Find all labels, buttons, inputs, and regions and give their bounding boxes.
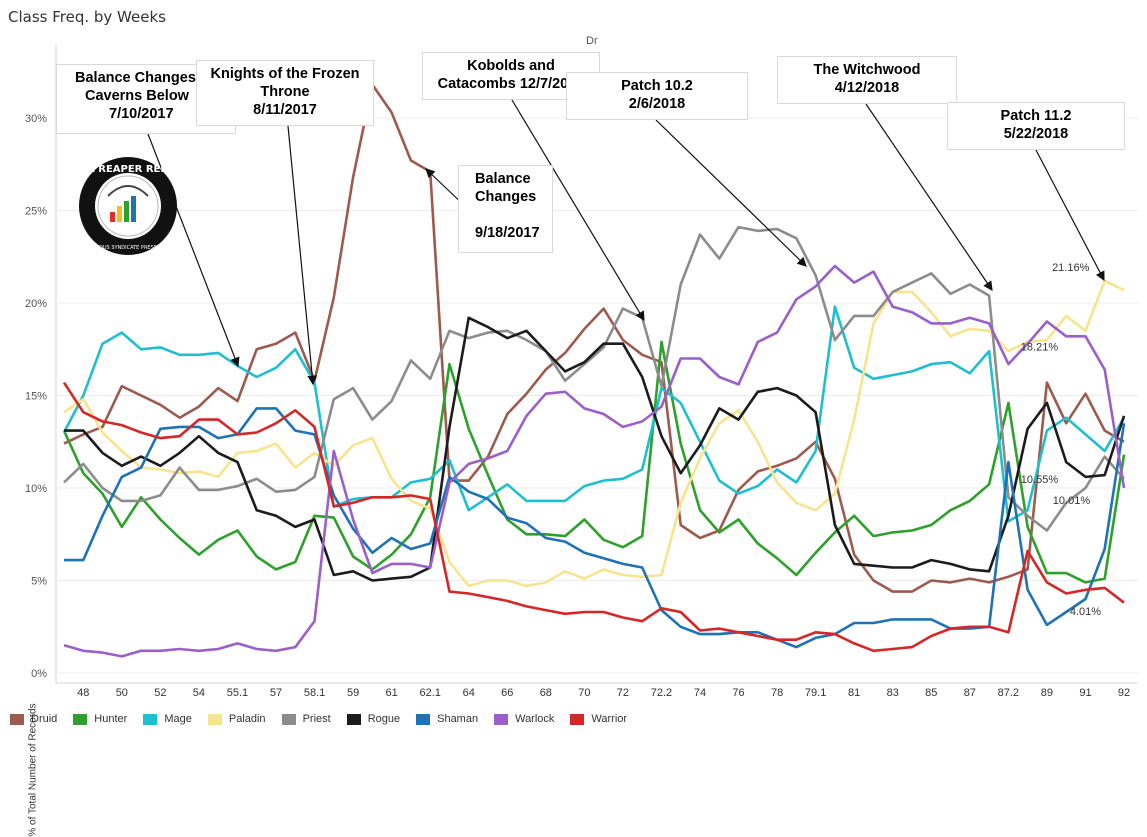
x-tick-labels: 48 50 52 54 55.1 57 58.1 59 61 62.1 64 66 68 70 72 72.2… (77, 687, 1130, 699)
series-line-rogue (64, 316, 1126, 582)
series-line-druid (63, 83, 1125, 593)
x-tick-label: 91 (1079, 687, 1091, 699)
y-tick-label: 5% (31, 576, 47, 588)
y-tick-label: 0% (31, 668, 47, 680)
legend-item-warlock[interactable]: Warlock (494, 713, 554, 725)
x-tick-label: 57 (270, 687, 282, 699)
data-label: 10.01% (1053, 495, 1091, 507)
legend-swatch (281, 713, 296, 725)
x-tick-label: 48 (77, 687, 89, 699)
legend-item-warrior[interactable]: Warrior (570, 713, 627, 725)
x-tick-label: 72.2 (651, 687, 672, 699)
annotation-arrow (865, 103, 993, 291)
x-tick-label: 78 (771, 687, 783, 699)
annotation-witchwood: The Witchwood 4/12/2018 (777, 56, 957, 104)
x-tick-label: 70 (578, 687, 590, 699)
legend: Druid Hunter Mage Paladin Priest Rogue S… (10, 713, 643, 725)
annotation-patch-10-2: Patch 10.2 2/6/2018 (566, 72, 748, 120)
legend-swatch (207, 713, 222, 725)
x-tick-label: 64 (463, 687, 475, 699)
x-tick-label: 50 (116, 687, 128, 699)
column-header: Dr (586, 35, 598, 47)
x-tick-label: 83 (887, 687, 899, 699)
annotation-arrow (1035, 149, 1105, 282)
legend-swatch (494, 713, 509, 725)
series-lines (62, 83, 1126, 658)
page-title: Class Freq. by Weeks (8, 8, 166, 26)
logo-text: DATA REAPER REPORT (72, 164, 184, 175)
x-tick-label: 79.1 (805, 687, 826, 699)
legend-item-druid[interactable]: Druid (10, 713, 57, 725)
x-tick-label: 54 (193, 687, 205, 699)
series-line-hunter (62, 340, 1126, 584)
x-tick-label: 59 (347, 687, 359, 699)
y-tick-label: 25% (25, 206, 47, 218)
series-line-shaman (64, 407, 1126, 649)
x-tick-label: 55.1 (227, 687, 248, 699)
x-tick-label: 61 (386, 687, 398, 699)
x-tick-label: 87.2 (998, 687, 1019, 699)
legend-swatch (570, 713, 585, 725)
legend-swatch (73, 713, 88, 725)
annotation-patch-11-2: Patch 11.2 5/22/2018 (947, 102, 1125, 150)
legend-item-paladin[interactable]: Paladin (207, 713, 266, 725)
annotation-arrow (287, 125, 317, 386)
legend-swatch (346, 713, 361, 725)
legend-swatch (416, 713, 431, 725)
legend-item-hunter[interactable]: Hunter (73, 713, 127, 725)
annotation-kobolds-catacombs: Kobolds and Catacombs 12/7/2017 (422, 52, 600, 100)
annotation-balance-changes-sept: Balance Changes 9/18/2017 (458, 165, 553, 253)
x-tick-label: 52 (154, 687, 166, 699)
legend-item-priest[interactable]: Priest (281, 713, 331, 725)
series-line-warrior (62, 381, 1125, 653)
series-line-mage (62, 305, 1126, 523)
y-tick-labels: 0% 5% 10% 15% 20% 25% 30% (25, 113, 47, 680)
y-tick-label: 10% (25, 483, 47, 495)
legend-item-rogue[interactable]: Rogue (346, 713, 400, 725)
x-tick-label: 81 (848, 687, 860, 699)
series-line-paladin (63, 279, 1125, 588)
data-label: 18.21% (1021, 341, 1059, 353)
legend-swatch (10, 713, 24, 725)
series-line-priest (63, 225, 1125, 532)
data-label: 4.01% (1070, 606, 1101, 618)
y-tick-label: 15% (25, 391, 47, 403)
x-tick-label: 85 (925, 687, 937, 699)
data-label: 10.55% (1021, 474, 1059, 486)
logo-subtext: VICIOUS SYNDICATE PRESENTS (89, 245, 167, 251)
legend-item-mage[interactable]: Mage (143, 713, 192, 725)
x-tick-label: 74 (694, 687, 706, 699)
annotation-arrow (511, 99, 645, 322)
legend-swatch (143, 713, 158, 725)
x-tick-label: 89 (1041, 687, 1053, 699)
data-reaper-logo: DATA REAPER REPORT VICIOUS SYNDICATE PRE… (72, 157, 184, 255)
x-tick-label: 76 (732, 687, 744, 699)
annotation-knights-frozen-throne: Knights of the Frozen Throne 8/11/2017 (196, 60, 374, 126)
legend-item-shaman[interactable]: Shaman (416, 713, 478, 725)
data-label: 21.16% (1052, 262, 1090, 274)
y-tick-label: 30% (25, 113, 47, 125)
x-tick-label: 66 (501, 687, 513, 699)
x-tick-label: 87 (964, 687, 976, 699)
annotation-arrow (655, 119, 807, 267)
data-labels: 21.16% 18.21% 10.55% 10.01% 4.01% (1021, 262, 1101, 618)
x-tick-label: 58.1 (304, 687, 325, 699)
y-tick-label: 20% (25, 298, 47, 310)
x-tick-label: 62.1 (419, 687, 440, 699)
x-tick-label: 92 (1118, 687, 1130, 699)
series-line-warlock (63, 264, 1126, 658)
x-tick-label: 68 (540, 687, 552, 699)
x-tick-label: 72 (617, 687, 629, 699)
